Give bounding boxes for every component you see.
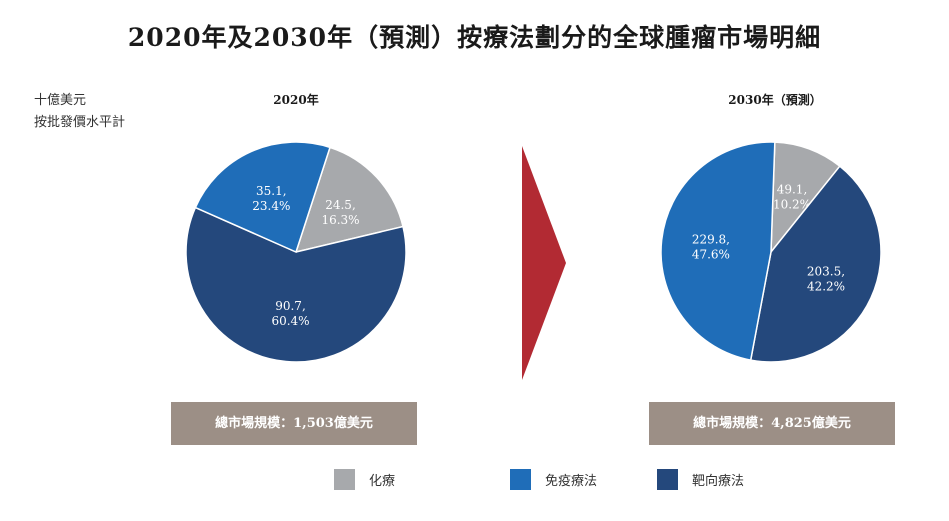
legend-label-chemo: 化療 (369, 473, 396, 489)
legend-swatch-immuno (510, 468, 531, 490)
unit-label-line-1: 十億美元 (34, 93, 87, 108)
chart-title-2030: 2030年（預測） (728, 93, 822, 107)
slice-label-2030-targeted: 203.5, 42.2% (807, 264, 845, 293)
legend-swatch-targeted (657, 468, 678, 490)
pie-chart-2030: 49.1, 10.2% 203.5, 42.2% 229.8, 47.6% (660, 141, 882, 363)
legend-item-targeted: 靶向療法 (657, 468, 744, 490)
pie-slice-2020-targeted (185, 206, 407, 363)
unit-label-line-2: 按批發價水平計 (34, 115, 126, 130)
slice-label-2020-targeted: 90.7, 60.4% (271, 299, 309, 328)
legend-label-targeted: 靶向療法 (692, 473, 745, 489)
legend-item-immuno: 免疫療法 (510, 468, 597, 490)
total-market-size-2020: 總市場規模：1,503億美元 (171, 402, 417, 445)
slice-label-2020-immuno: 35.1, 23.4% (252, 184, 290, 213)
pie-slice-2030-immuno (660, 141, 776, 361)
pie-slice-2030-targeted (749, 165, 882, 363)
legend-swatch-chemo (334, 468, 355, 490)
pie-slice-2020-chemo (294, 146, 404, 254)
chart-title-2020: 2020年 (273, 93, 319, 107)
pie-slice-2030-chemo (770, 141, 841, 255)
arrow-right-icon (522, 146, 566, 380)
legend-item-chemo: 化療 (334, 468, 395, 490)
legend-label-immuno: 免疫療法 (545, 473, 598, 489)
slice-label-2030-chemo: 49.1, 10.2% (773, 182, 811, 211)
total-market-size-2030: 總市場規模：4,825億美元 (649, 402, 895, 445)
slice-label-2020-chemo: 24.5, 16.3% (321, 198, 359, 227)
slice-label-2030-immuno: 229.8, 47.6% (692, 232, 730, 261)
pie-slice-2020-immuno (194, 141, 331, 254)
pie-chart-2020: 24.5, 16.3% 90.7, 60.4% 35.1, 23.4% (185, 141, 407, 363)
page-title: 2020年及2030年（預測）按療法劃分的全球腫瘤市場明細 (127, 23, 822, 52)
